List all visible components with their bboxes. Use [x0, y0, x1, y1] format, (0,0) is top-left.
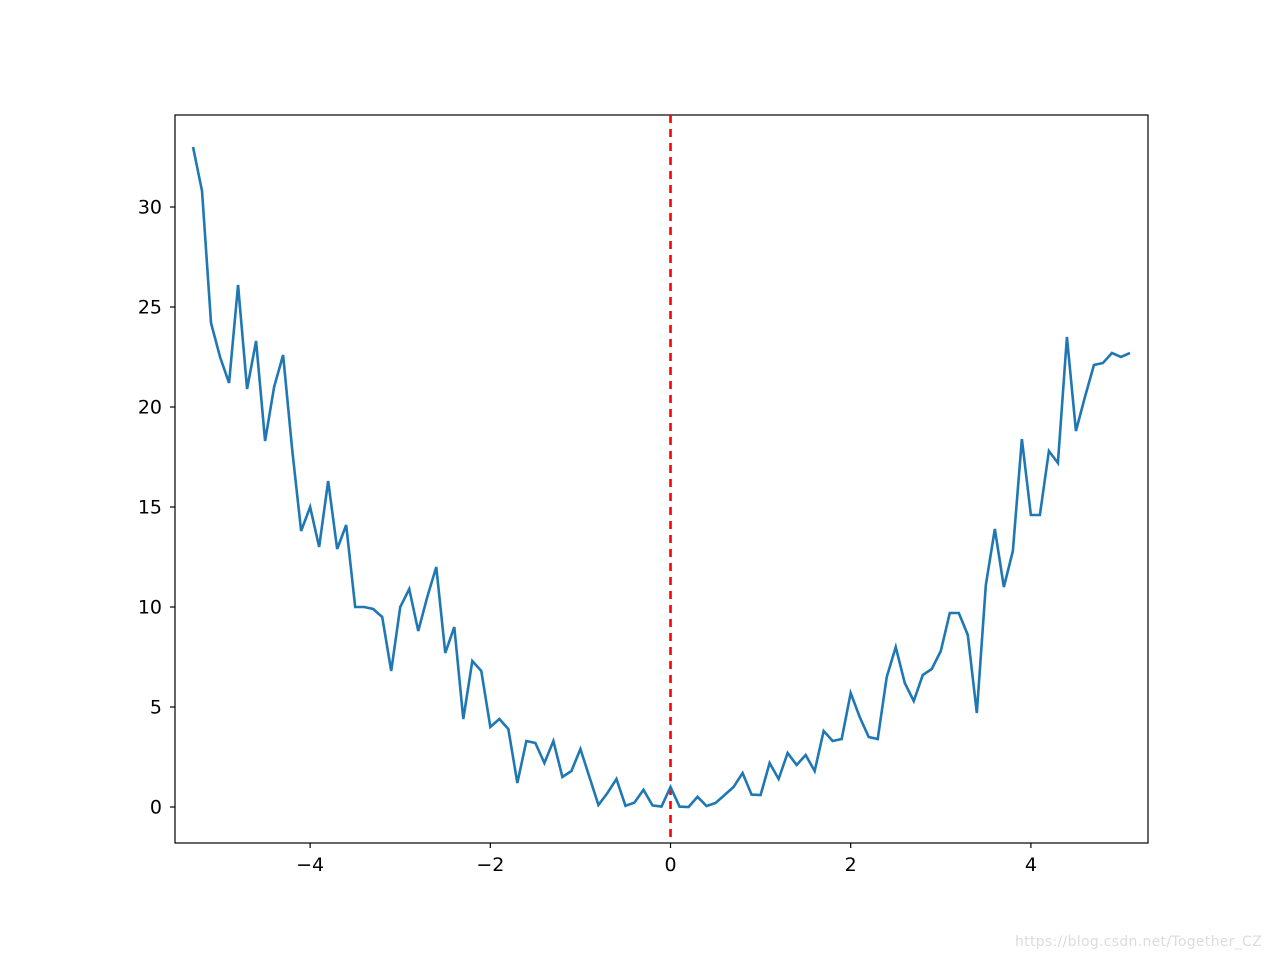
y-tick-label: 20: [138, 397, 162, 419]
y-tick-label: 10: [138, 597, 162, 619]
y-tick-label: 5: [150, 697, 162, 719]
chart-container: −4 −2 0 2 4 0 5 10 15 20 25 30 https://blog.csdn.n…: [0, 0, 1280, 960]
x-tick-label: −4: [296, 854, 324, 876]
y-tick-label: 0: [150, 797, 162, 819]
y-tick-label: 25: [138, 297, 162, 319]
watermark-text: https://blog.csdn.net/Together_CZ: [1015, 934, 1262, 950]
chart-background: [0, 0, 1280, 960]
x-tick-label: 4: [1025, 854, 1037, 876]
y-tick-label: 15: [138, 497, 162, 519]
x-tick-label: 2: [845, 854, 857, 876]
line-chart: −4 −2 0 2 4 0 5 10 15 20 25 30: [0, 0, 1280, 960]
x-tick-label: 0: [664, 854, 676, 876]
x-tick-label: −2: [476, 854, 504, 876]
y-tick-label: 30: [138, 197, 162, 219]
